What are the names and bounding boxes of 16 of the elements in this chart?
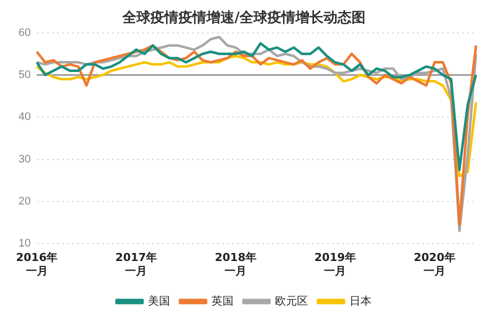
chart-title: 全球疫情疫情增速/全球疫情增长动态图 [121,9,366,26]
y-tick-label: 40 [18,111,31,124]
y-tick-label: 20 [18,195,31,208]
x-tick-label: 2020年一月 [414,251,456,278]
y-tick-label: 60 [18,26,31,39]
legend-label: 日本 [350,294,372,308]
y-tick-label: 10 [18,238,31,250]
x-tick-label: 2017年一月 [115,251,158,278]
y-tick-label: 30 [18,153,31,166]
legend-label: 美国 [148,294,170,308]
legend-label: 欧元区 [275,294,308,308]
x-tick-label: 2019年一月 [314,251,356,278]
y-tick-label: 50 [18,68,31,81]
x-tick-label: 2016年一月 [16,251,58,278]
x-tick-label: 2018年一月 [214,251,256,278]
legend-label: 英国 [212,294,234,308]
